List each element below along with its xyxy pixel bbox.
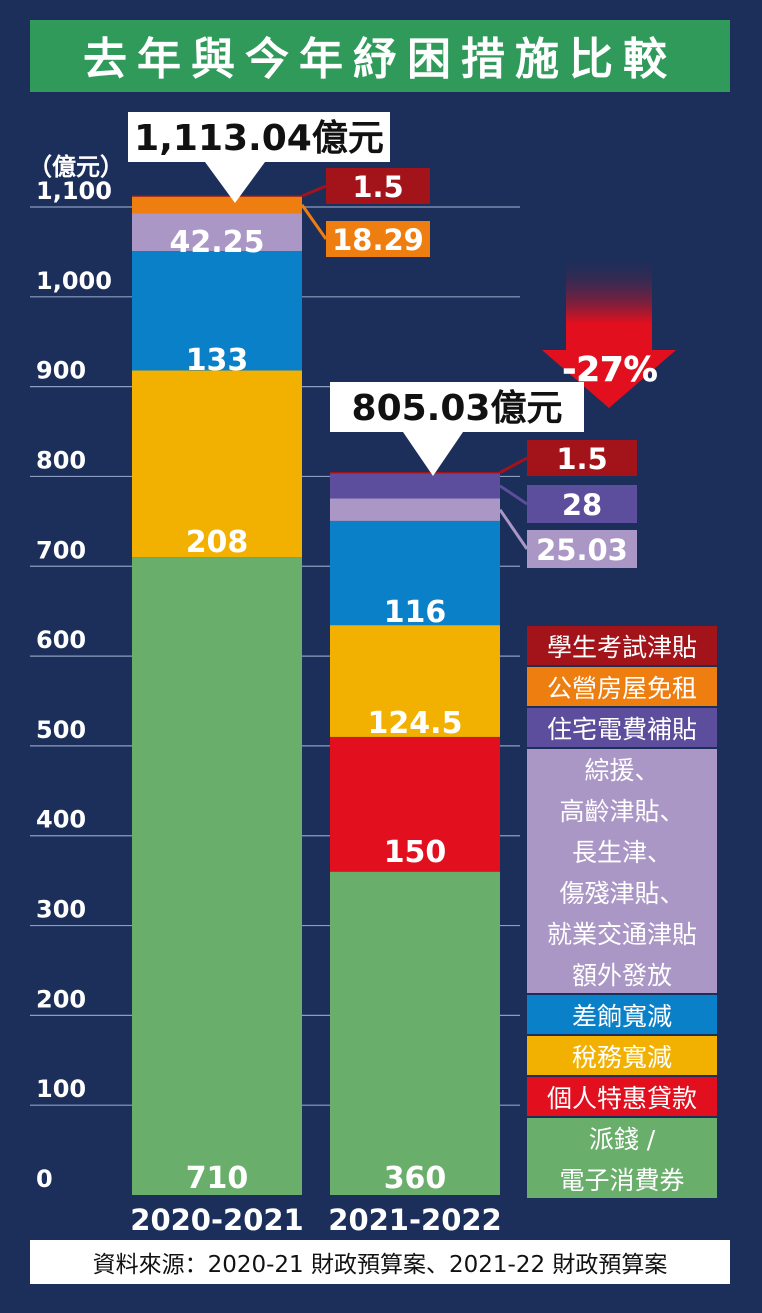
- bar-segment-tax: [330, 625, 500, 737]
- bar-segment-rates: [132, 251, 302, 371]
- legend-label: 學生考試津貼: [547, 633, 697, 662]
- legend-swatch: [527, 708, 717, 747]
- x-tick-label: 2020-2021: [130, 1203, 303, 1237]
- legend-item-housing: 公營房屋免租: [527, 667, 717, 706]
- y-tick-label: 500: [36, 716, 86, 744]
- bar-segment-rates: [330, 520, 500, 626]
- callout-leader: [301, 184, 327, 198]
- legend-swatch: [527, 749, 717, 993]
- bar-segment-cash: [132, 557, 302, 1195]
- legend-label: 綜援、: [584, 756, 659, 785]
- bar-segment-cssa: [330, 498, 500, 521]
- total-callout-box: [128, 112, 390, 203]
- title-banner: [30, 20, 730, 92]
- bar-value-label: 133: [186, 343, 249, 378]
- callout-leader: [498, 508, 529, 550]
- legend-label: 長生津、: [572, 838, 672, 867]
- legend-item-cash: 派錢 / 電子消費券: [527, 1118, 717, 1198]
- y-tick-label: 800: [36, 446, 86, 474]
- callout-leader: [499, 456, 528, 474]
- callout-box-electricity: [527, 485, 637, 523]
- legend-swatch: [527, 1036, 717, 1075]
- legend-item-loan: 個人特惠貸款: [527, 1077, 717, 1116]
- y-tick-label: 1,000: [36, 267, 112, 295]
- callout-value: 18.29: [332, 223, 424, 257]
- callout-box-cssa: [527, 530, 637, 568]
- legend-label: 高齡津貼、: [559, 797, 684, 826]
- y-tick-label: 100: [36, 1075, 86, 1103]
- legend-swatch: [527, 667, 717, 706]
- total-callout-box: [330, 382, 584, 476]
- total-labels: 1,113.04億元 805.03億元: [128, 112, 584, 476]
- bar-value-label: 124.5: [368, 706, 463, 741]
- callout-leader: [300, 203, 328, 240]
- callout-value: 1.5: [556, 442, 607, 476]
- y-tick-label: 200: [36, 985, 86, 1013]
- y-tick-label: 600: [36, 626, 86, 654]
- source-text: 資料來源：2020-21 財政預算案、2021-22 財政預算案: [93, 1252, 668, 1278]
- legend-swatch: [527, 626, 717, 665]
- callout-leader: [499, 484, 528, 506]
- total-value-label: 805.03億元: [352, 388, 563, 429]
- bar-segment-student: [132, 195, 302, 197]
- bar-value-label: 150: [384, 835, 447, 870]
- bar-value-label: 116: [384, 595, 447, 630]
- bar-segment-loan: [330, 736, 500, 872]
- legend-label: 稅務寬減: [572, 1043, 672, 1072]
- y-tick-label: 700: [36, 536, 86, 564]
- x-axis-labels: 2020-2021 2021-2022: [130, 1203, 501, 1237]
- total-value-label: 1,113.04億元: [134, 118, 384, 159]
- y-tick-label: 1,100: [36, 177, 112, 205]
- legend-item-student: 學生考試津貼: [527, 626, 717, 665]
- bar-segment-electricity: [330, 473, 500, 499]
- callout-box-housing: [326, 221, 430, 257]
- bar-segment-student: [330, 471, 500, 474]
- chart-title: 去年與今年紓困措施比較: [83, 34, 677, 85]
- legend-item-electricity: 住宅電費補貼: [527, 708, 717, 747]
- callout-value: 1.5: [352, 170, 403, 204]
- bar-segment-cash: [330, 871, 500, 1195]
- legend-label: 傷殘津貼、: [559, 879, 684, 908]
- callout-box-student: [527, 440, 637, 476]
- callout-value: 28: [562, 488, 602, 522]
- down-arrow-icon: [542, 254, 676, 408]
- legend-swatch: [527, 1118, 717, 1198]
- y-axis-unit-label: （億元）: [28, 153, 124, 181]
- bar-value-label: 360: [384, 1161, 447, 1196]
- bar-value-label: 710: [186, 1161, 249, 1196]
- y-tick-label: 400: [36, 806, 86, 834]
- legend-item-tax: 稅務寬減: [527, 1036, 717, 1075]
- value-callouts: 1.5 18.29 1.5 28 25.03: [300, 168, 637, 568]
- legend-swatch: [527, 995, 717, 1034]
- y-tick-label: 0: [36, 1165, 53, 1193]
- legend-label: 額外發放: [572, 961, 672, 990]
- callout-value: 25.03: [536, 533, 628, 567]
- y-tick-label: 300: [36, 896, 86, 924]
- bar-segment-cssa: [132, 213, 302, 252]
- legend: 學生考試津貼公營房屋免租住宅電費補貼綜援、高齡津貼、長生津、傷殘津貼、就業交通津…: [527, 626, 717, 1198]
- x-tick-label: 2021-2022: [328, 1203, 501, 1237]
- legend-label: 差餉寬減: [572, 1002, 672, 1031]
- legend-label: 電子消費券: [559, 1166, 684, 1195]
- callout-box-student: [326, 168, 430, 204]
- legend-label: 派錢 /: [589, 1125, 656, 1154]
- y-axis-ticks: 0 100 200 300 400 500 600 700 800 900 1,000 1,100: [36, 177, 112, 1193]
- legend-swatch: [527, 1077, 717, 1116]
- bar-series: 710 208 133 42.25 360 150 124.5 116: [132, 195, 500, 1196]
- legend-label: 住宅電費補貼: [547, 715, 697, 744]
- legend-label: 公營房屋免租: [547, 674, 697, 703]
- y-tick-label: 900: [36, 357, 86, 385]
- bar-value-label: 42.25: [170, 225, 265, 260]
- legend-item-rates: 差餉寬減: [527, 995, 717, 1034]
- legend-label: 就業交通津貼: [547, 920, 697, 949]
- bar-value-label: 208: [186, 525, 249, 560]
- bar-segment-housing: [132, 196, 302, 214]
- bar-segment-tax: [132, 370, 302, 558]
- legend-label: 個人特惠貸款: [547, 1084, 697, 1113]
- source-box: [30, 1240, 730, 1284]
